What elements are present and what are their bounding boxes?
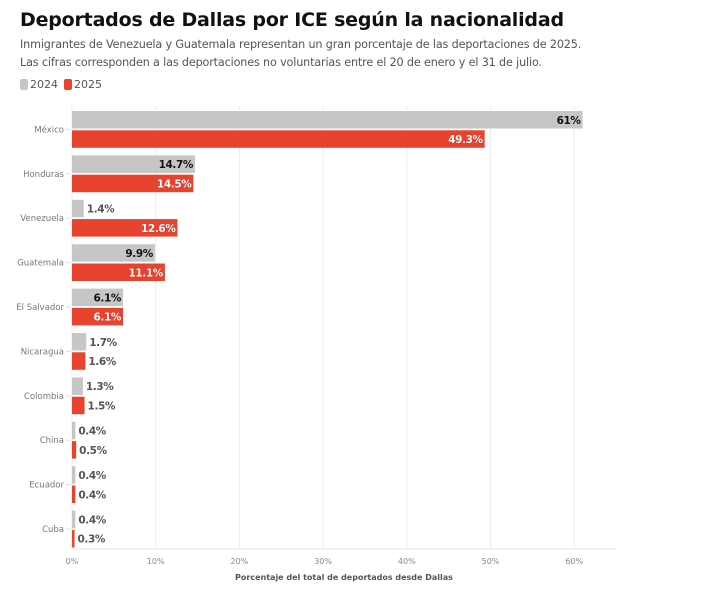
chart-subtitle-line-2: Las cifras corresponden a las deportacio… — [20, 56, 542, 69]
bar-2025[interactable] — [72, 174, 194, 193]
x-tick-label: 30% — [314, 557, 332, 566]
x-tick-label: 60% — [565, 557, 583, 566]
chart-subtitle-line-1: Inmigrantes de Venezuela y Guatemala rep… — [20, 38, 582, 51]
data-label-2024: 14.7% — [159, 159, 194, 171]
category-label: El Salvador — [16, 303, 64, 313]
data-label-2024: 61% — [557, 115, 582, 127]
x-axis-title: Porcentaje del total de deportados desde… — [235, 573, 453, 582]
x-axis-ticks: 0% 10% 20% 30% 40% 50% 60% — [66, 557, 584, 566]
legend-item-2025[interactable]: 2025 — [64, 78, 102, 91]
x-tick-label: 0% — [66, 557, 79, 566]
bar-2024[interactable] — [72, 155, 196, 173]
bar-2024[interactable] — [72, 377, 83, 395]
category-label: Nicaragua — [21, 347, 64, 357]
bar-2025[interactable] — [72, 352, 86, 370]
category-label: Guatemala — [17, 259, 64, 269]
x-tick-label: 20% — [231, 557, 249, 566]
data-label-2025: 1.5% — [88, 400, 116, 412]
bar-2025[interactable] — [72, 219, 178, 237]
bar-2024[interactable] — [72, 421, 76, 440]
bar-2025[interactable] — [72, 130, 485, 148]
legend: 2024 2025 — [20, 78, 108, 91]
bar-2024[interactable] — [72, 288, 124, 307]
category-label: Cuba — [42, 525, 64, 535]
category-labels: México Honduras Venezuela Guatemala El Salva… — [16, 124, 71, 535]
bars: 61% 49.3% 14.7% 14.5% 1.4% 12.6% 9.9% 11.1% 6.1%… — [72, 111, 583, 548]
bar-2025[interactable] — [72, 396, 85, 415]
bar-2024[interactable] — [72, 244, 155, 262]
legend-label-2024: 2024 — [30, 78, 58, 91]
data-label-2024: 9.9% — [125, 248, 153, 260]
data-label-2024: 0.4% — [78, 426, 106, 438]
x-tick-label: 40% — [398, 557, 416, 566]
data-label-2025: 49.3% — [448, 134, 483, 146]
legend-swatch-2024 — [20, 79, 28, 90]
x-tick-label: 10% — [147, 557, 165, 566]
category-label: Colombia — [24, 392, 64, 402]
bar-2024[interactable] — [72, 510, 76, 529]
category-label: China — [40, 436, 64, 446]
data-label-2024: 1.7% — [89, 337, 117, 349]
data-label-2024: 0.4% — [78, 470, 106, 482]
bar-2024[interactable] — [72, 466, 76, 484]
data-label-2025: 6.1% — [94, 312, 122, 324]
data-label-2025: 0.5% — [79, 445, 107, 457]
category-label: México — [34, 124, 64, 135]
data-label-2024: 6.1% — [94, 292, 122, 304]
bar-2024[interactable] — [72, 199, 84, 218]
x-tick-label: 50% — [482, 557, 500, 566]
bar-2025[interactable] — [72, 263, 165, 282]
chart-title: Deportados de Dallas por ICE según la na… — [20, 9, 564, 31]
legend-item-2024[interactable]: 2024 — [20, 78, 58, 91]
data-label-2025: 11.1% — [128, 267, 163, 279]
category-label: Ecuador — [29, 481, 64, 491]
category-label: Venezuela — [20, 214, 64, 224]
legend-swatch-2025 — [64, 79, 72, 90]
data-label-2025: 0.4% — [78, 489, 106, 501]
legend-label-2025: 2025 — [74, 78, 102, 91]
bar-2024[interactable] — [72, 111, 583, 129]
data-label-2024: 0.4% — [78, 514, 106, 526]
data-label-2025: 14.5% — [157, 178, 192, 190]
category-label: Honduras — [23, 170, 64, 180]
data-label-2025: 1.6% — [88, 356, 116, 368]
bar-2025[interactable] — [72, 529, 75, 548]
bar-2025[interactable] — [72, 441, 77, 459]
bar-2024[interactable] — [72, 333, 87, 351]
data-label-2025: 0.3% — [78, 534, 106, 546]
data-label-2025: 12.6% — [141, 223, 176, 235]
data-label-2024: 1.3% — [86, 381, 114, 393]
data-label-2024: 1.4% — [87, 204, 115, 216]
bar-2025[interactable] — [72, 485, 76, 504]
bar-2025[interactable] — [72, 307, 124, 326]
